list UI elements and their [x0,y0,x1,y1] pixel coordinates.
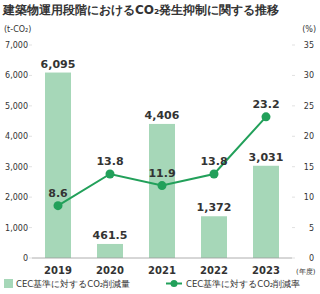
bar [45,73,71,258]
y-tick [29,166,32,167]
line-label: 13.8 [96,155,123,168]
y-tick-label: 0 [23,254,28,263]
y2-tick-label: 20 [304,132,314,141]
line [58,117,266,206]
bar [97,244,123,258]
line-label: 13.8 [200,155,227,168]
line-marker [54,201,63,210]
y-tick [29,258,32,259]
x-axis-label: (年度) [296,268,316,276]
y-tick-label: 6,000 [5,71,28,80]
y-tick-label: 2,000 [5,193,28,202]
y2-tick-label: 10 [304,193,314,202]
y-tick-label: 7,000 [5,41,28,50]
line-marker [210,170,219,179]
line-marker [106,170,115,179]
y-tick [29,197,32,198]
y-tick-label: 1,000 [5,224,28,233]
x-tick-label: 2019 [44,265,72,276]
bar-label: 461.5 [93,229,128,242]
line-marker [262,112,271,121]
x-tick-label: 2023 [252,265,280,276]
data-labels: 6,095 461.5 4,406 1,372 3,031 8.6 13.8 11.9 13.8… [41,58,284,242]
x-tick-label: 2021 [148,265,176,276]
y2-tick [292,45,295,46]
y2-tick-label: 30 [304,71,314,80]
y-tick [29,136,32,137]
y2-tick-label: 25 [304,102,314,111]
legend-swatch [4,279,13,288]
y-tick [29,227,32,228]
y2-tick [292,197,295,198]
line-label: 23.2 [252,98,279,111]
y-tick [29,75,32,76]
legend: CEC基準に対するCO₂削減量 CEC基準に対するCO₂削減率 [4,279,300,289]
y2-tick-label: 35 [304,41,314,50]
y-tick-label: 3,000 [5,163,28,172]
y2-tick-label: 5 [309,224,314,233]
y-tick-label: 4,000 [5,132,28,141]
y-tick [29,45,32,46]
y2-tick-label: 0 [309,254,314,263]
y2-tick [292,227,295,228]
y-tick-label: 5,000 [5,102,28,111]
legend-label: CEC基準に対するCO₂削減量 [16,279,130,289]
legend-swatch [171,280,178,287]
bar-label: 3,031 [249,151,284,164]
x-tick-label: 2020 [96,265,124,276]
bar-label: 1,372 [197,201,232,214]
bar [149,124,175,258]
x-axis-line [32,258,292,259]
y2-axis-label: (%) [302,25,316,34]
y2-tick [292,75,295,76]
y-tick [29,105,32,106]
legend-label: CEC基準に対するCO₂削減率 [186,279,300,289]
chart: 建築物運用段階におけるCO₂発生抑制に関する推移 (t-CO₂) (%) 0 1,000… [0,0,320,294]
title: 建築物運用段階におけるCO₂発生抑制に関する推移 [2,3,279,17]
bar-label: 4,406 [145,109,180,122]
y-axis-label: (t-CO₂) [4,25,31,34]
line-label: 11.9 [148,167,175,180]
y2-tick [292,136,295,137]
y2-tick-label: 15 [304,163,314,172]
plot-area [45,73,279,258]
bar [201,216,227,258]
line-label: 8.6 [48,187,68,200]
bar [253,166,279,258]
y2-tick [292,105,295,106]
x-tick-label: 2022 [200,265,228,276]
bar-label: 6,095 [41,58,76,71]
y2-tick [292,166,295,167]
line-marker [158,181,167,190]
y2-tick [292,258,295,259]
